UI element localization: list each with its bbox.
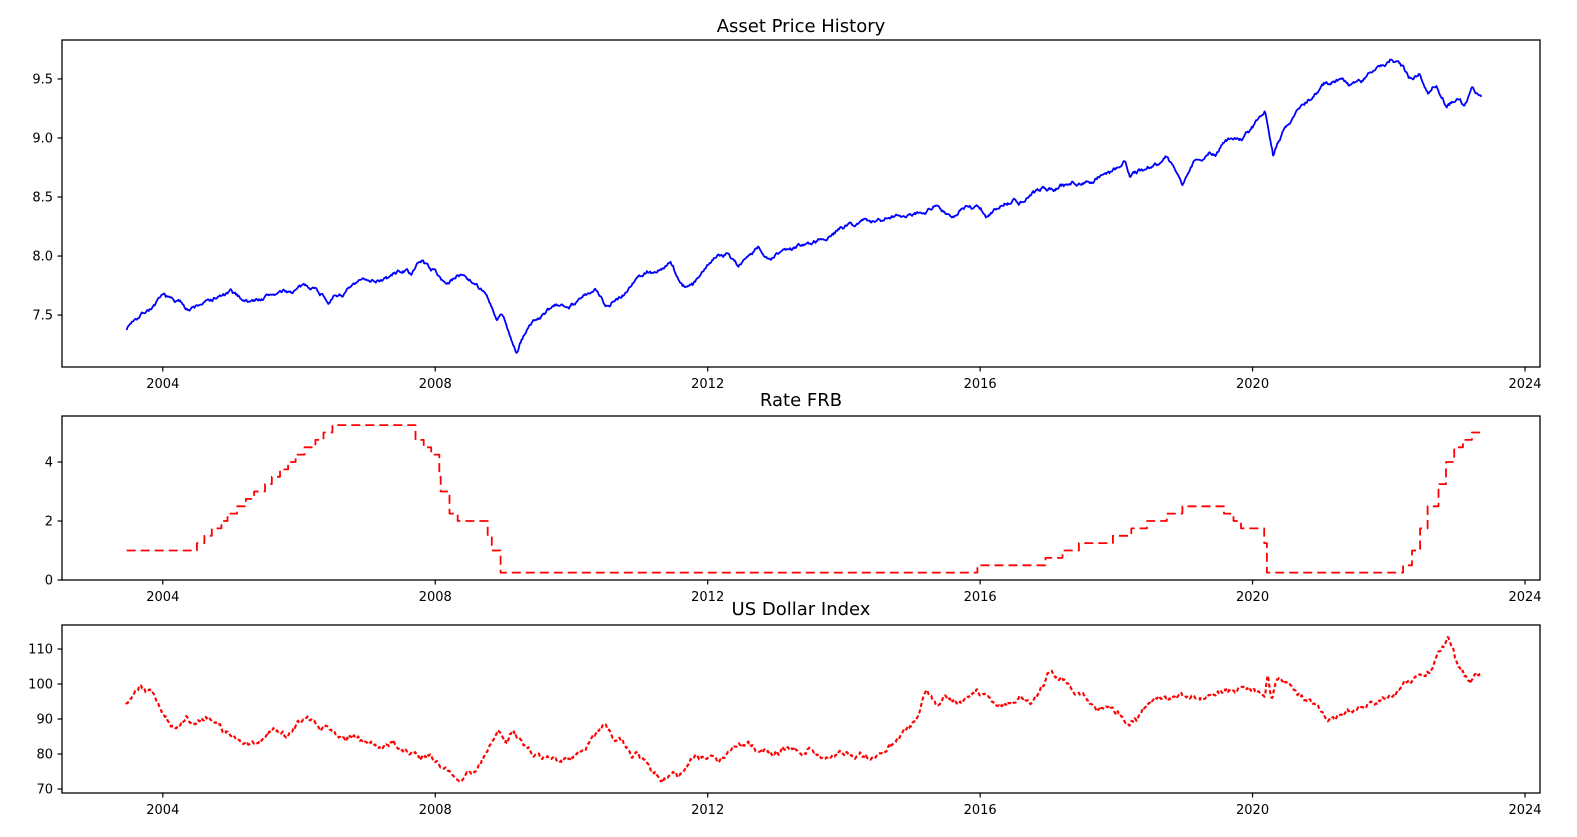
x-tick-label: 2012 bbox=[691, 377, 724, 392]
chart-title-us-dollar-index: US Dollar Index bbox=[731, 599, 871, 620]
x-tick-label: 2016 bbox=[964, 377, 997, 392]
x-tick-label: 2012 bbox=[691, 803, 724, 818]
y-tick-label: 80 bbox=[36, 748, 53, 763]
y-tick-label: 100 bbox=[28, 678, 53, 693]
series-line-us-dollar-index bbox=[125, 636, 1483, 784]
x-tick-label: 2004 bbox=[146, 377, 179, 392]
x-tick-label: 2008 bbox=[419, 803, 452, 818]
y-tick-label: 0 bbox=[45, 574, 53, 589]
x-tick-label: 2020 bbox=[1236, 590, 1269, 605]
x-tick-label: 2016 bbox=[964, 803, 997, 818]
subplot-rate-frb: 2004 2008 2012 2016 2020 2024 0 2 4 bbox=[45, 415, 1542, 605]
y-tick-label: 8.5 bbox=[32, 191, 53, 206]
x-tick-label: 2024 bbox=[1508, 590, 1541, 605]
x-tick-label: 2008 bbox=[419, 377, 452, 392]
x-tick-label: 2020 bbox=[1236, 803, 1269, 818]
y-tick-label: 90 bbox=[36, 713, 53, 728]
x-tick-label: 2020 bbox=[1236, 377, 1269, 392]
x-tick-label: 2008 bbox=[419, 590, 452, 605]
y-tick-label: 9.5 bbox=[32, 72, 53, 87]
x-tick-label: 2004 bbox=[146, 590, 179, 605]
chart-title-rate-frb: Rate FRB bbox=[759, 390, 843, 411]
x-tick-label: 2024 bbox=[1508, 803, 1541, 818]
y-tick-label: 70 bbox=[36, 783, 53, 798]
y-tick-label: 9.0 bbox=[32, 131, 53, 146]
x-tick-label: 2016 bbox=[964, 590, 997, 605]
y-tick-label: 2 bbox=[45, 515, 53, 530]
y-tick-label: 7.5 bbox=[32, 309, 53, 324]
y-tick-label: 8.0 bbox=[32, 250, 53, 265]
x-tick-label: 2012 bbox=[691, 590, 724, 605]
series-line-rate-frb bbox=[126, 424, 1482, 574]
subplot-asset-price: 2004 2008 2012 2016 2020 2024 7.5 8.0 8.5 9.0 9.5 bbox=[32, 39, 1542, 392]
axes-box-rate-frb bbox=[61, 415, 1541, 581]
y-tick-label: 110 bbox=[28, 643, 53, 658]
x-tick-label: 2004 bbox=[146, 803, 179, 818]
chart-title-asset-price-history: Asset Price History bbox=[716, 16, 886, 37]
x-tick-label: 2024 bbox=[1508, 377, 1541, 392]
y-tick-label: 4 bbox=[45, 456, 53, 471]
axes-box-asset-price bbox=[61, 39, 1541, 368]
subplot-us-dollar-index: 2004 2008 2012 2016 2020 2024 70 80 90 100 110 bbox=[28, 624, 1542, 818]
axes-box-us-dollar-index bbox=[61, 624, 1541, 794]
series-line-asset-price bbox=[125, 58, 1483, 354]
